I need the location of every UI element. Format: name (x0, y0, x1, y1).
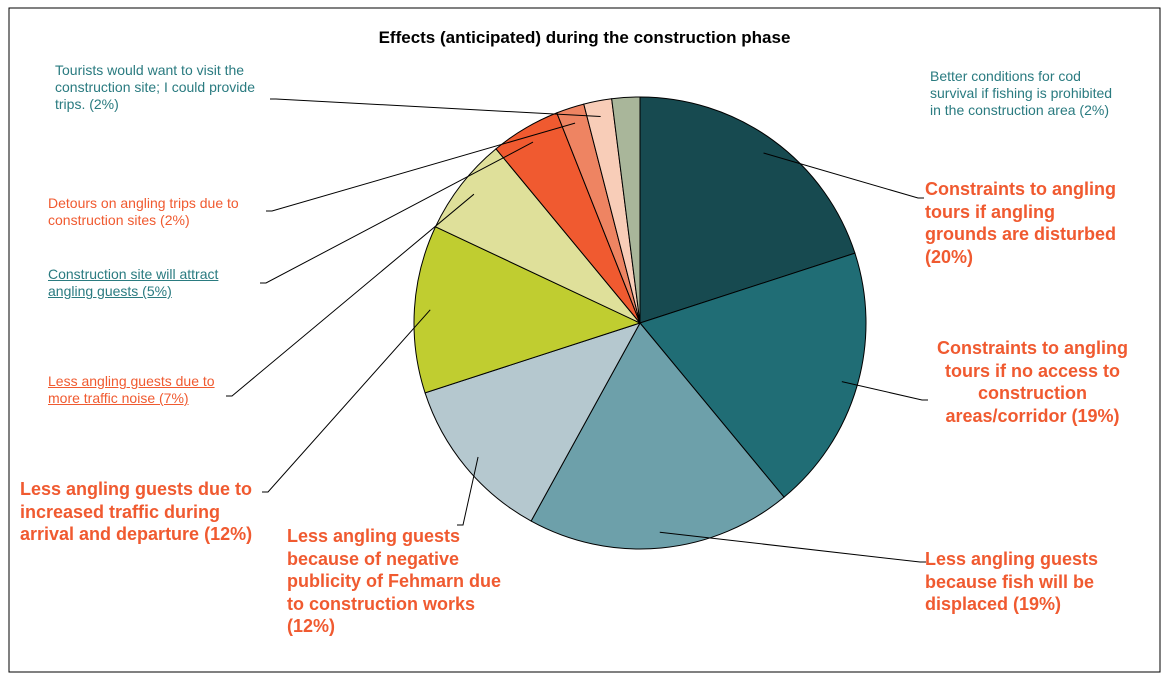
slice-label: Better conditions for cod survival if fi… (930, 68, 1113, 119)
leader-line (270, 98, 601, 118)
slice-label: Construction site will attract angling g… (48, 266, 219, 300)
leader-line (457, 456, 479, 526)
leader-line (659, 531, 926, 563)
pie-slice (424, 322, 642, 522)
leader-line (226, 193, 475, 397)
slice-label: Less angling guests due to increased tra… (20, 479, 253, 544)
pie-slice (413, 226, 642, 394)
pie-slice (639, 96, 856, 324)
pie-slice (611, 96, 641, 324)
leader-line (266, 122, 576, 212)
slice-label: Detours on angling trips due to construc… (48, 195, 239, 229)
leader-line (262, 309, 431, 493)
pie-slice (639, 252, 867, 498)
slice-label: Constraints to angling tours if no acces… (937, 338, 1128, 426)
slice-label: Less angling guests due to more traffic … (48, 373, 215, 407)
chart-title: Effects (anticipated) during the constru… (378, 28, 791, 47)
leader-line (841, 381, 928, 401)
slice-label: Less angling guests because of negative … (287, 526, 502, 636)
slice-label: Tourists would want to visit the constru… (55, 62, 255, 113)
leader-line (260, 141, 534, 284)
leader-line (763, 152, 924, 199)
slice-label: Less angling guests because fish will be… (925, 549, 1099, 614)
pie-slice (530, 322, 785, 550)
slice-label: Constraints to angling tours if angling … (925, 179, 1117, 267)
